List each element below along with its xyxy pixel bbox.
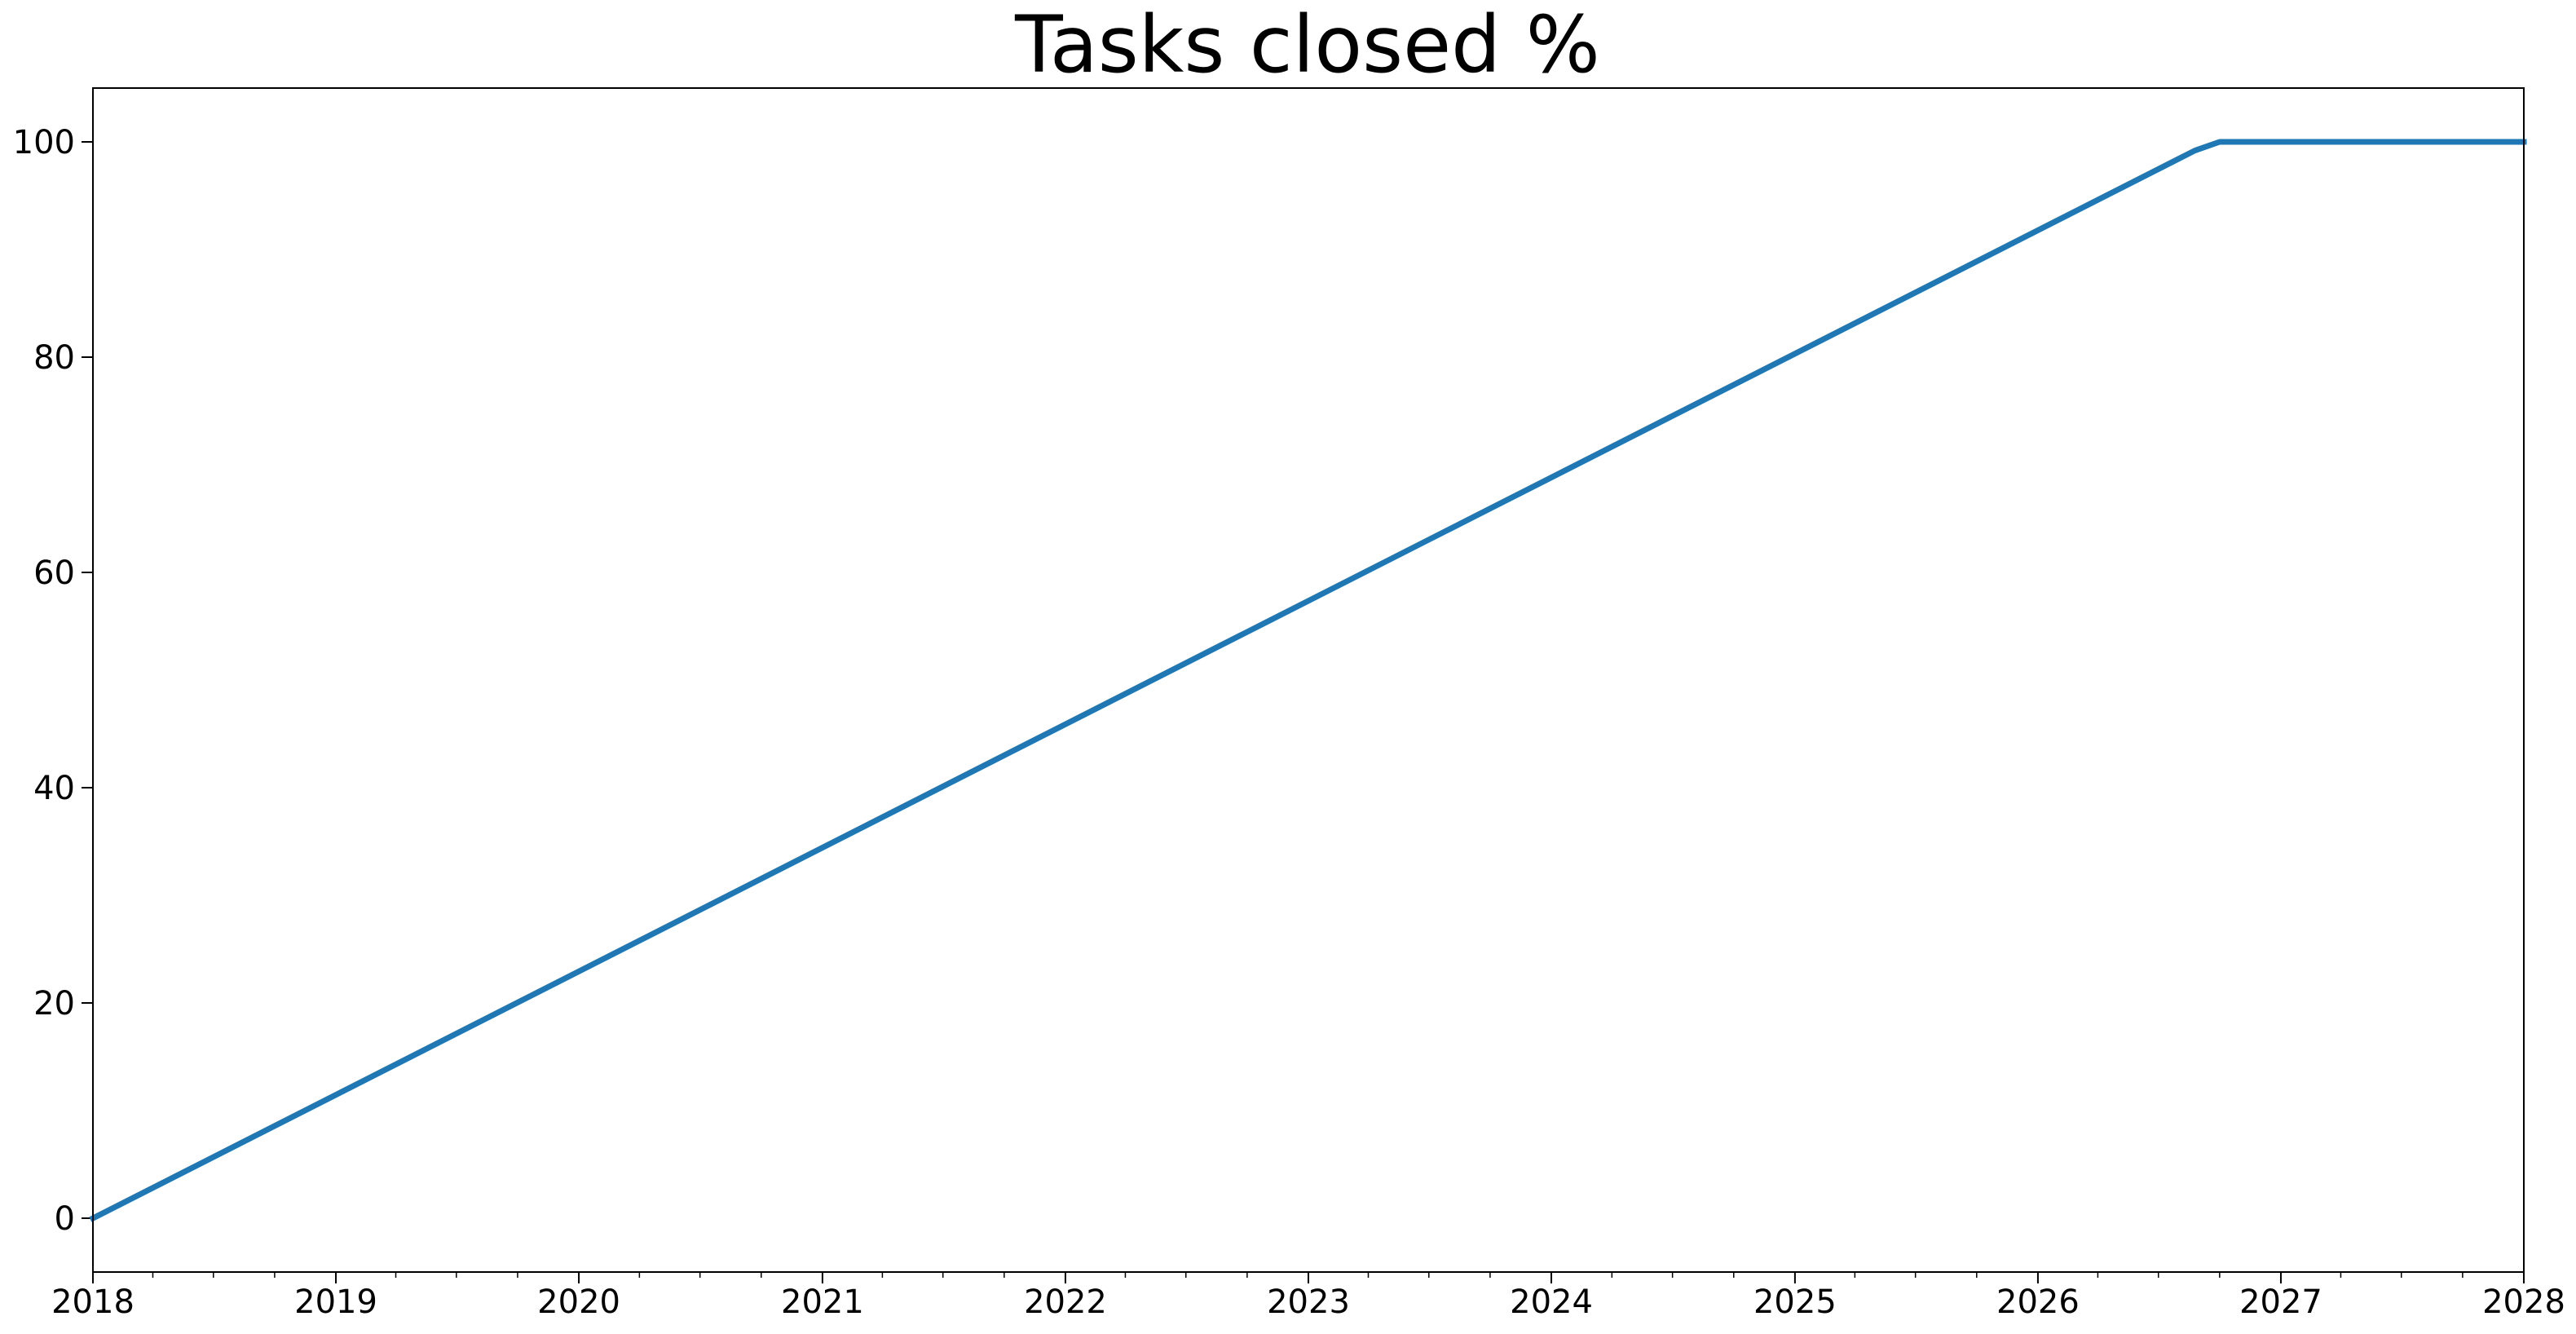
series-line xyxy=(89,139,2527,1222)
y-tick-label: 0 xyxy=(55,1200,75,1238)
x-tick-label: 2020 xyxy=(537,1283,620,1321)
y-tick-label: 20 xyxy=(33,985,75,1023)
y-tick-label: 80 xyxy=(33,339,75,377)
plot-frame xyxy=(92,87,2525,1273)
x-tick-label: 2023 xyxy=(1267,1283,1350,1321)
y-tick-label: 40 xyxy=(33,770,75,807)
x-tick-label: 2028 xyxy=(2482,1283,2565,1321)
x-tick-label: 2025 xyxy=(1753,1283,1837,1321)
x-tick-label: 2026 xyxy=(1996,1283,2080,1321)
x-tick-label: 2024 xyxy=(1510,1283,1593,1321)
y-tick-label: 60 xyxy=(33,554,75,592)
y-tick-label: 100 xyxy=(13,124,75,161)
x-tick-label: 2027 xyxy=(2239,1283,2322,1321)
x-tick-label: 2022 xyxy=(1024,1283,1107,1321)
chart-title: Tasks closed % xyxy=(1014,0,1600,91)
x-tick-label: 2019 xyxy=(294,1283,377,1321)
x-tick-label: 2018 xyxy=(51,1283,135,1321)
plot-area: 0 20 40 60 80 100 2018 2019 2020 2021 2022 2023 2024… xyxy=(13,124,2565,1321)
x-tick-label: 2021 xyxy=(781,1283,864,1321)
